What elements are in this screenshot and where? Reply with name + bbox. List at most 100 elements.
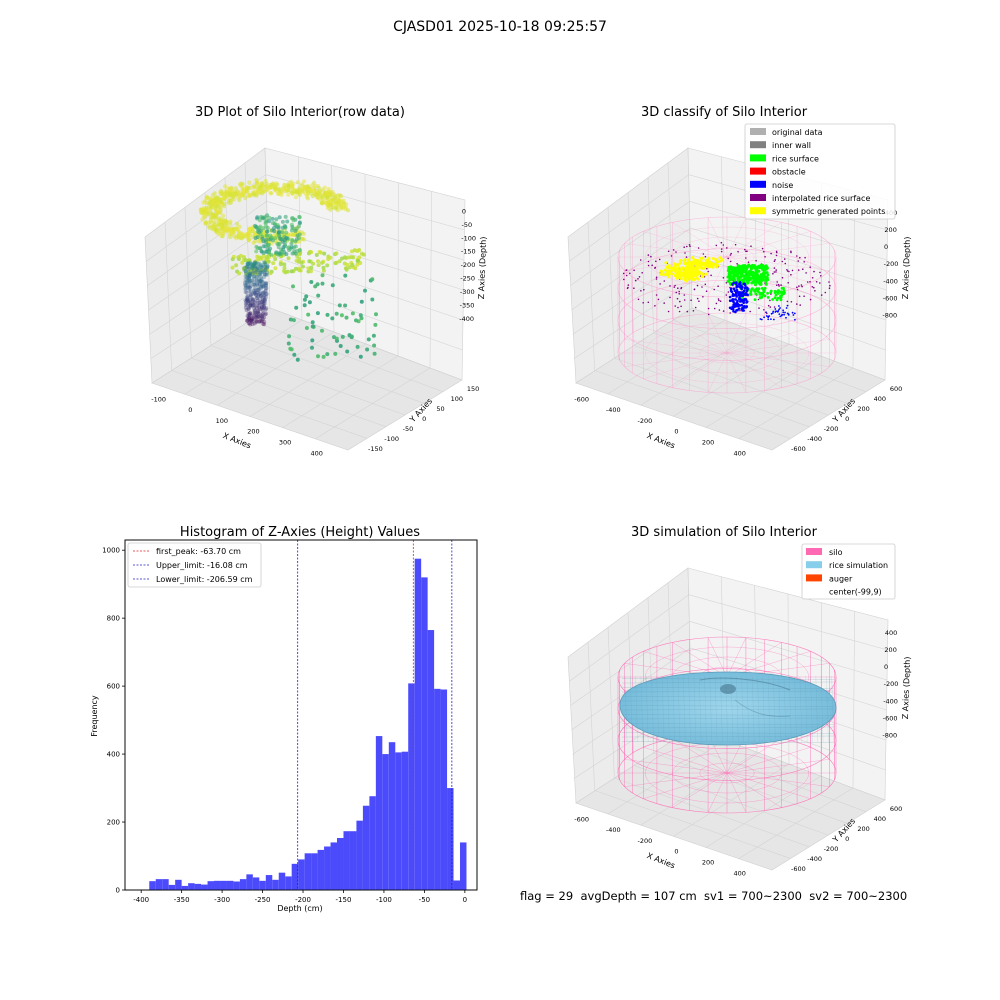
- classify-floor-pane: [575, 307, 886, 451]
- raw-data-point: [256, 256, 261, 261]
- classify-grid-line: [587, 222, 595, 371]
- raw-data-point: [258, 297, 262, 302]
- raw-data-point: [250, 298, 255, 303]
- hist-legend-label-lower: Lower_limit: -206.59 cm: [156, 575, 253, 584]
- classify-noise-point: [732, 294, 736, 297]
- classify-interpolated-point: [819, 282, 821, 284]
- raw-point-cloud: [198, 177, 378, 362]
- classify-interpolated-point: [764, 255, 766, 258]
- raw-data-point: [292, 187, 297, 192]
- classify-symmetric-point: [686, 262, 690, 266]
- classify-rice-point: [766, 296, 770, 299]
- raw-data-point: [371, 333, 376, 338]
- raw-data-point: [320, 273, 325, 278]
- classify-x-tick-label: -200: [637, 417, 652, 425]
- classify-interpolated-point: [729, 254, 732, 256]
- raw-data-point: [322, 251, 327, 256]
- classify-interpolated-point: [674, 284, 676, 287]
- raw-data-point: [248, 271, 253, 276]
- raw-data-point: [242, 266, 247, 271]
- raw-data-point: [264, 281, 269, 286]
- raw-data-point: [246, 321, 251, 326]
- raw-data-point: [256, 285, 261, 290]
- classify-interpolated-point: [778, 285, 780, 287]
- raw-data-point: [261, 268, 266, 273]
- classify-y-tick-label: 0: [845, 415, 849, 423]
- classify-zlabel: Z Axies (Depth): [901, 236, 912, 299]
- raw-data-point: [261, 311, 266, 316]
- classify-interpolated-point: [797, 260, 800, 262]
- raw-data-point: [228, 221, 233, 226]
- classify-interpolated-point: [633, 269, 635, 272]
- raw-data-point: [244, 265, 248, 270]
- raw-data-point: [253, 304, 258, 309]
- hist-bar: [149, 881, 156, 890]
- classify-interpolated-point: [773, 260, 776, 263]
- raw-data-point: [270, 228, 274, 233]
- classify-noise-point: [759, 318, 762, 320]
- hist-bar: [259, 880, 266, 890]
- raw-data-point: [249, 262, 254, 267]
- classify-rice-point: [744, 271, 748, 275]
- classify-rice-point: [754, 280, 758, 284]
- classify-interpolated-point: [806, 281, 809, 283]
- classify-symmetric-point: [686, 277, 690, 281]
- classify-interpolated-point: [651, 264, 653, 267]
- raw-data-point: [263, 312, 268, 317]
- raw-data-point: [284, 252, 289, 257]
- raw-data-point: [314, 192, 320, 197]
- raw-data-point: [340, 256, 344, 261]
- classify-symmetric-point: [695, 276, 699, 280]
- raw-data-point: [262, 293, 267, 298]
- sim-x-ticks: -600 -400 -200 0 200 400: [574, 815, 746, 877]
- sim-silo-ring: [672, 752, 782, 794]
- raw-z-tick-label: -400: [459, 315, 474, 323]
- raw-data-point: [258, 270, 263, 275]
- raw-data-point: [297, 268, 302, 273]
- classify-symmetric-point: [718, 256, 722, 260]
- classify-interpolated-point: [829, 284, 831, 287]
- raw-data-point: [309, 269, 313, 274]
- classify-rice-point: [761, 274, 764, 278]
- classify-rice-point: [728, 276, 731, 280]
- raw-data-point: [254, 249, 259, 254]
- classify-interpolated-point: [736, 263, 738, 265]
- classify-interpolated-point: [799, 304, 801, 306]
- hist-x-tick-label: -100: [376, 896, 392, 904]
- classify-interpolated-point: [718, 309, 721, 311]
- classify-symmetric-point: [684, 267, 688, 271]
- sim-rice-mesh: [794, 675, 797, 743]
- hist-bar: [395, 752, 402, 890]
- classify-noise-point: [744, 297, 747, 301]
- raw-data-point: [277, 242, 282, 247]
- raw-data-point: [203, 199, 208, 204]
- raw-data-point: [245, 313, 250, 318]
- raw-z-tick-label: -200: [461, 261, 476, 269]
- raw-data-point: [372, 351, 377, 356]
- raw-data-point: [289, 179, 294, 184]
- classify-noise-point: [779, 315, 782, 318]
- sim-rice-mesh: [789, 675, 792, 743]
- classify-noise-point: [780, 314, 783, 317]
- classify-rice-point: [744, 268, 748, 272]
- classify-symmetric-point: [689, 263, 693, 267]
- classify-interpolated-point: [777, 283, 780, 286]
- hist-bar: [408, 683, 415, 890]
- classify-interpolated-point: [729, 312, 731, 314]
- classify-interpolated-point: [647, 260, 650, 263]
- raw-data-point: [321, 192, 326, 197]
- classify-interpolated-point: [655, 260, 657, 263]
- raw-data-point: [263, 295, 268, 300]
- classify-rice-point: [753, 298, 757, 301]
- raw-data-point: [261, 280, 265, 285]
- hist-y-tick-label: 200: [107, 819, 120, 827]
- raw-data-point: [251, 268, 256, 273]
- hist-bar: [246, 874, 253, 890]
- classify-point-cloud: [622, 241, 831, 321]
- raw-data-point: [259, 278, 264, 283]
- raw-data-point: [262, 319, 267, 324]
- raw-data-point: [245, 278, 250, 283]
- raw-data-point: [297, 214, 302, 219]
- panel-histogram: Histogram of Z-Axies (Height) Values -40…: [90, 525, 478, 913]
